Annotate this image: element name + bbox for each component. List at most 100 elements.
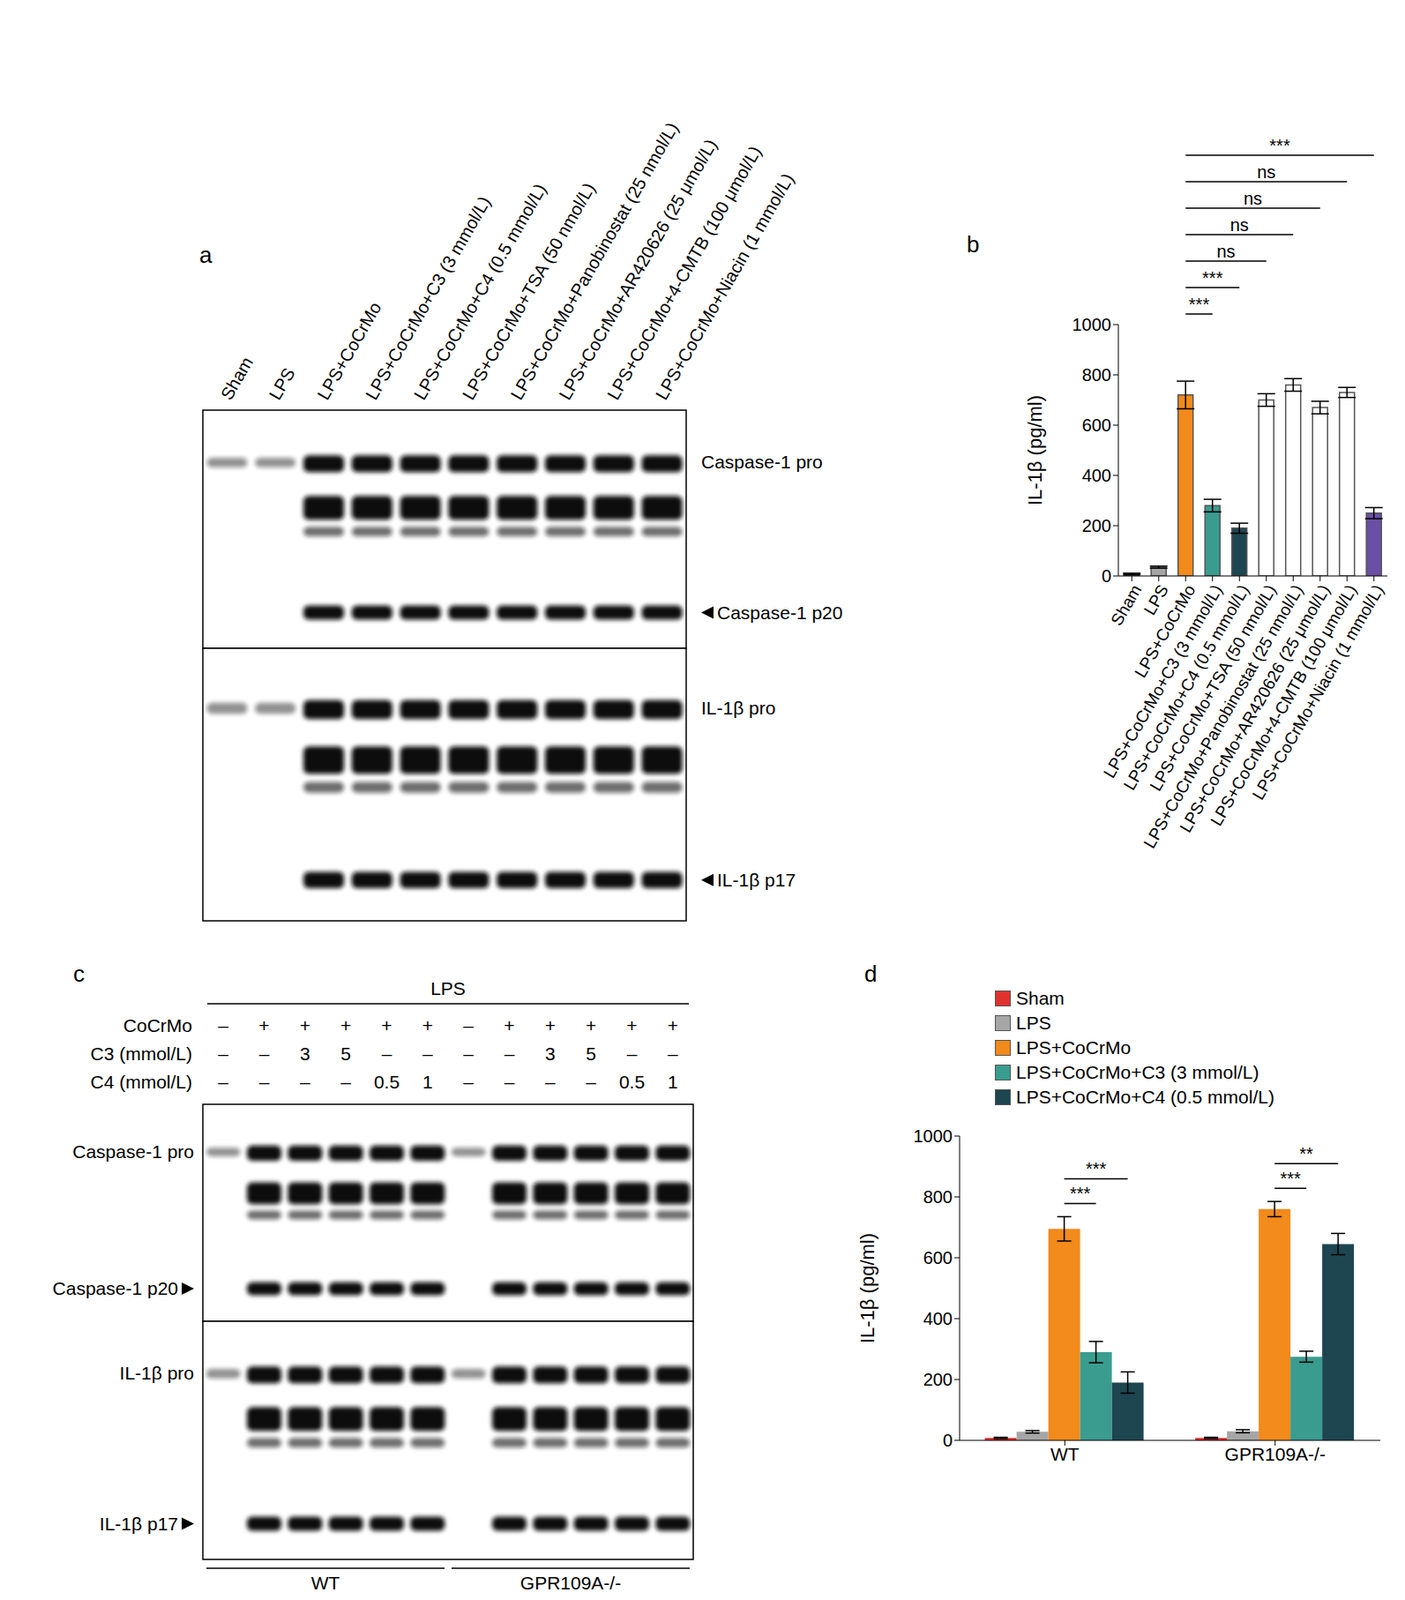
svg-text:800: 800 (1082, 365, 1112, 385)
svg-text:+: + (340, 1015, 352, 1036)
svg-text:LPS+CoCrMo+C4 (0.5 mmol/L): LPS+CoCrMo+C4 (0.5 mmol/L) (1119, 581, 1253, 794)
svg-text:–: – (463, 1015, 474, 1036)
svg-text:3: 3 (299, 1043, 311, 1064)
svg-text:400: 400 (1082, 465, 1112, 486)
svg-text:+: + (503, 1015, 515, 1036)
svg-text:–: – (585, 1071, 597, 1092)
svg-text:LPS+CoCrMo+4-CMTB (100 μmol/L): LPS+CoCrMo+4-CMTB (100 μmol/L) (603, 142, 766, 404)
svg-text:–: – (422, 1043, 434, 1064)
svg-text:d: d (864, 960, 877, 987)
svg-text:***: *** (1085, 1158, 1107, 1179)
svg-text:b: b (966, 231, 980, 258)
svg-text:–: – (340, 1071, 352, 1092)
svg-text:0.5: 0.5 (373, 1071, 400, 1092)
svg-text:LPS+CoCrMo+AR420626 (25 μmol/L: LPS+CoCrMo+AR420626 (25 μmol/L) (1176, 581, 1334, 836)
svg-text:LPS+CoCrMo+TSA (50 nmol/L): LPS+CoCrMo+TSA (50 nmol/L) (458, 179, 599, 404)
svg-text:1000: 1000 (913, 1126, 954, 1146)
svg-text:Caspase-1 pro: Caspase-1 pro (701, 451, 823, 472)
svg-text:LPS+CoCrMo+AR420626 (25 μmol/L: LPS+CoCrMo+AR420626 (25 μmol/L) (555, 135, 721, 404)
svg-text:a: a (199, 241, 213, 269)
svg-text:0: 0 (1101, 566, 1112, 586)
svg-text:LPS: LPS (265, 364, 299, 404)
svg-text:400: 400 (923, 1308, 953, 1329)
svg-text:–: – (381, 1043, 393, 1064)
svg-text:–: – (504, 1043, 516, 1064)
svg-text:0: 0 (942, 1430, 953, 1450)
svg-text:+: + (667, 1015, 679, 1036)
svg-text:–: – (299, 1071, 311, 1092)
svg-text:WT: WT (311, 1572, 341, 1593)
svg-text:–: – (259, 1043, 270, 1064)
svg-text:IL-1β p17: IL-1β p17 (717, 869, 796, 890)
svg-text:Caspase-1 p20: Caspase-1 p20 (52, 1277, 179, 1299)
svg-text:+: + (422, 1015, 434, 1036)
svg-text:LPS+CoCrMo+Panobinostat (25 nm: LPS+CoCrMo+Panobinostat (25 nmol/L) (1140, 581, 1307, 852)
svg-text:***: *** (1269, 135, 1291, 156)
svg-text:1: 1 (667, 1071, 679, 1092)
svg-text:IL-1β (pg/ml): IL-1β (pg/ml) (856, 1233, 879, 1344)
svg-text:***: *** (1279, 1168, 1301, 1189)
svg-text:–: – (217, 1015, 229, 1036)
svg-text:LPS+CoCrMo+Panobinostat (25 nm: LPS+CoCrMo+Panobinostat (25 nmol/L) (506, 119, 682, 404)
svg-text:1000: 1000 (1072, 314, 1113, 335)
svg-text:LPS+CoCrMo+TSA (50 nmol/L): LPS+CoCrMo+TSA (50 nmol/L) (1146, 581, 1280, 794)
svg-text:+: + (585, 1015, 597, 1036)
svg-text:5: 5 (340, 1043, 352, 1064)
svg-text:600: 600 (1082, 415, 1112, 435)
svg-text:LPS+CoCrMo: LPS+CoCrMo (1130, 581, 1199, 681)
svg-text:GPR109A-/-: GPR109A-/- (1225, 1443, 1326, 1465)
svg-text:+: + (381, 1015, 392, 1036)
svg-text:–: – (463, 1071, 474, 1092)
svg-text:***: *** (1069, 1183, 1092, 1204)
svg-text:5: 5 (585, 1043, 597, 1064)
svg-text:Caspase-1 pro: Caspase-1 pro (72, 1141, 195, 1162)
svg-text:800: 800 (923, 1187, 953, 1207)
svg-text:–: – (217, 1071, 229, 1092)
svg-text:+: + (299, 1015, 311, 1036)
svg-text:WT: WT (1050, 1443, 1080, 1465)
svg-text:CoCrMo: CoCrMo (123, 1015, 193, 1036)
svg-text:+: + (258, 1015, 270, 1036)
svg-text:LPS+CoCrMo+Niacin (1 mmol/L): LPS+CoCrMo+Niacin (1 mmol/L) (651, 170, 798, 404)
svg-text:LPS+CoCrMo+Niacin (1 mmol/L): LPS+CoCrMo+Niacin (1 mmol/L) (1248, 581, 1388, 803)
svg-text:+: + (545, 1015, 556, 1036)
svg-text:**: ** (1299, 1143, 1314, 1164)
svg-text:3: 3 (545, 1043, 556, 1064)
svg-text:Sham: Sham (1106, 581, 1145, 628)
svg-text:IL-1β (pg/ml): IL-1β (pg/ml) (1023, 395, 1047, 506)
svg-text:LPS+CoCrMo+C3 (3 mmol/L): LPS+CoCrMo+C3 (3 mmol/L) (1099, 581, 1226, 782)
svg-text:ns: ns (1216, 241, 1235, 262)
svg-text:1: 1 (422, 1071, 434, 1092)
svg-text:c: c (73, 960, 85, 987)
svg-text:***: *** (1188, 294, 1211, 314)
svg-text:LPS+CoCrMo+4-CMTB (100 μmol/L): LPS+CoCrMo+4-CMTB (100 μmol/L) (1206, 581, 1361, 830)
svg-text:–: – (463, 1043, 474, 1064)
svg-text:GPR109A-/-: GPR109A-/- (520, 1572, 621, 1593)
svg-text:200: 200 (923, 1369, 953, 1390)
svg-text:–: – (627, 1043, 638, 1064)
svg-text:200: 200 (1082, 515, 1112, 536)
svg-text:LPS+CoCrMo: LPS+CoCrMo (313, 298, 385, 404)
svg-text:C3 (mmol/L): C3 (mmol/L) (89, 1043, 193, 1064)
svg-text:LPS: LPS (430, 978, 466, 999)
svg-text:***: *** (1202, 268, 1224, 288)
svg-text:600: 600 (923, 1248, 953, 1268)
svg-text:LPS+CoCrMo+C4 (0.5 mmol/L): LPS+CoCrMo+C4 (0.5 mmol/L) (410, 180, 551, 404)
svg-text:0.5: 0.5 (619, 1071, 645, 1092)
svg-text:–: – (259, 1071, 270, 1092)
svg-text:Caspase-1 p20: Caspase-1 p20 (717, 602, 843, 623)
svg-text:C4 (mmol/L): C4 (mmol/L) (89, 1071, 193, 1092)
svg-text:ns: ns (1230, 215, 1249, 235)
svg-text:–: – (217, 1043, 229, 1064)
svg-text:Sham: Sham (216, 353, 257, 404)
svg-text:–: – (667, 1043, 679, 1064)
svg-text:IL-1β pro: IL-1β pro (119, 1362, 195, 1383)
svg-text:ns: ns (1256, 162, 1276, 182)
svg-text:LPS+CoCrMo+C3 (3 mmol/L): LPS+CoCrMo+C3 (3 mmol/L) (361, 192, 495, 404)
svg-text:IL-1β p17: IL-1β p17 (99, 1513, 179, 1534)
svg-text:IL-1β pro: IL-1β pro (701, 697, 776, 718)
svg-text:–: – (545, 1071, 556, 1092)
svg-text:ns: ns (1243, 188, 1263, 209)
svg-text:+: + (626, 1015, 637, 1036)
svg-text:–: – (504, 1071, 516, 1092)
